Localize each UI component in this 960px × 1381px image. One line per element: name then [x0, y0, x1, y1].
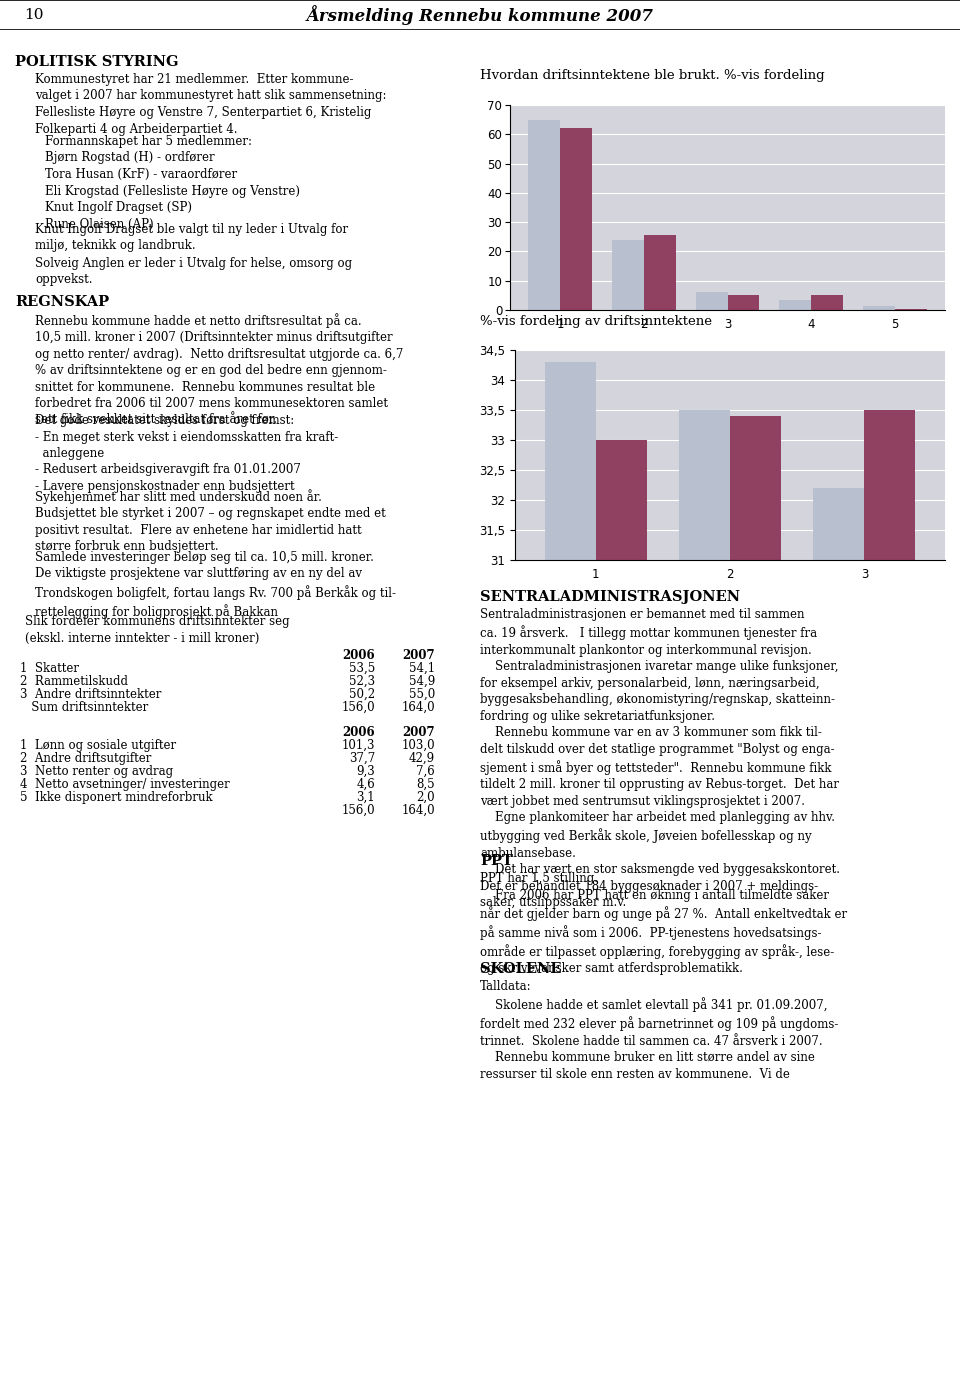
Text: Det gode resultatet skyldes først og fremst:
- En meget sterk vekst i eiendomssk: Det gode resultatet skyldes først og fre…	[35, 414, 338, 493]
Text: 3  Andre driftsinntekter: 3 Andre driftsinntekter	[20, 688, 161, 702]
Bar	[595, 441, 647, 1381]
Text: 54,1: 54,1	[409, 661, 435, 675]
Text: Talldata:
    Skolene hadde et samlet elevtall på 341 pr. 01.09.2007,
fordelt me: Talldata: Skolene hadde et samlet elevta…	[480, 981, 838, 1080]
Bar	[730, 416, 781, 1381]
Text: 10: 10	[24, 8, 43, 22]
Text: 2007: 2007	[402, 726, 435, 739]
Text: SENTRALADMINISTRASJONEN: SENTRALADMINISTRASJONEN	[480, 590, 740, 603]
Text: Solveig Anglen er leder i Utvalg for helse, omsorg og
oppvekst.: Solveig Anglen er leder i Utvalg for hel…	[35, 257, 352, 286]
Bar	[644, 235, 676, 309]
Text: Årsmelding Rennebu kommune 2007: Årsmelding Rennebu kommune 2007	[306, 6, 654, 25]
Text: 2006: 2006	[343, 726, 375, 739]
Text: 52,3: 52,3	[348, 675, 375, 688]
Text: Sykehjemmet har slitt med underskudd noen år.
Budsjettet ble styrket i 2007 – og: Sykehjemmet har slitt med underskudd noe…	[35, 489, 386, 554]
Text: Knut Ingolf Dragset ble valgt til ny leder i Utvalg for
miljø, teknikk og landbr: Knut Ingolf Dragset ble valgt til ny led…	[35, 222, 348, 253]
Text: 156,0: 156,0	[342, 804, 375, 818]
Bar	[544, 362, 595, 1381]
Text: 9,3: 9,3	[356, 765, 375, 778]
Text: Samlede investeringer beløp seg til ca. 10,5 mill. kroner.
De viktigste prosjekt: Samlede investeringer beløp seg til ca. …	[35, 551, 396, 619]
Text: 37,7: 37,7	[348, 753, 375, 765]
Text: 5  Ikke disponert mindreforbruk: 5 Ikke disponert mindreforbruk	[20, 791, 212, 804]
Bar	[561, 128, 592, 309]
Bar	[780, 300, 811, 309]
Bar	[612, 240, 644, 309]
Bar	[679, 410, 730, 1381]
Text: 2  Andre driftsutgifter: 2 Andre driftsutgifter	[20, 753, 152, 765]
Text: POLITISK STYRING: POLITISK STYRING	[15, 55, 179, 69]
Text: 3  Netto renter og avdrag: 3 Netto renter og avdrag	[20, 765, 173, 778]
Text: 53,5: 53,5	[348, 661, 375, 675]
Text: 156,0: 156,0	[342, 702, 375, 714]
Text: 2  Rammetilskudd: 2 Rammetilskudd	[20, 675, 128, 688]
Text: 42,9: 42,9	[409, 753, 435, 765]
Text: 2007: 2007	[402, 649, 435, 661]
Text: 3,1: 3,1	[356, 791, 375, 804]
Text: 50,2: 50,2	[348, 688, 375, 702]
Text: 7,6: 7,6	[417, 765, 435, 778]
Text: 2,0: 2,0	[417, 791, 435, 804]
Bar	[528, 120, 561, 309]
Text: Kommunestyret har 21 medlemmer.  Etter kommune-
valget i 2007 har kommunestyret : Kommunestyret har 21 medlemmer. Etter ko…	[35, 73, 387, 135]
Bar	[813, 487, 864, 1381]
Text: Slik fordeler kommunens driftsinntekter seg
(ekskl. interne inntekter - i mill k: Slik fordeler kommunens driftsinntekter …	[25, 615, 290, 645]
Bar	[864, 410, 916, 1381]
Text: 4  Netto avsetninger/ investeringer: 4 Netto avsetninger/ investeringer	[20, 778, 229, 791]
Bar	[696, 293, 728, 309]
Text: Sum driftsinntekter: Sum driftsinntekter	[20, 702, 148, 714]
Text: PPT har 1,5 stilling.
    Fra 2006 har PPT hatt en økning i antall tilmeldte sak: PPT har 1,5 stilling. Fra 2006 har PPT h…	[480, 871, 847, 975]
Text: 103,0: 103,0	[401, 739, 435, 753]
Bar	[811, 296, 843, 309]
Text: 164,0: 164,0	[401, 804, 435, 818]
Text: 1  Lønn og sosiale utgifter: 1 Lønn og sosiale utgifter	[20, 739, 176, 753]
Text: 164,0: 164,0	[401, 702, 435, 714]
Bar	[895, 308, 926, 309]
Text: REGNSKAP: REGNSKAP	[15, 296, 109, 309]
Text: %-vis fordeling av driftsinntektene: %-vis fordeling av driftsinntektene	[480, 315, 712, 327]
Text: 54,9: 54,9	[409, 675, 435, 688]
Text: 101,3: 101,3	[342, 739, 375, 753]
Text: PPT: PPT	[480, 853, 513, 869]
Text: Rennebu kommune hadde et netto driftsresultat på ca.
10,5 mill. kroner i 2007 (D: Rennebu kommune hadde et netto driftsres…	[35, 313, 403, 427]
Text: 55,0: 55,0	[409, 688, 435, 702]
Text: Hvordan driftsinntektene ble brukt. %-vis fordeling: Hvordan driftsinntektene ble brukt. %-vi…	[480, 69, 825, 83]
Text: 8,5: 8,5	[417, 778, 435, 791]
Text: Sentraladministrasjonen er bemannet med til sammen
ca. 19 årsverk.   I tillegg m: Sentraladministrasjonen er bemannet med …	[480, 608, 840, 909]
Bar	[728, 296, 759, 309]
Text: 1  Skatter: 1 Skatter	[20, 661, 79, 675]
Text: SKOLENE: SKOLENE	[480, 963, 562, 976]
Text: 2006: 2006	[343, 649, 375, 661]
Text: 4,6: 4,6	[356, 778, 375, 791]
Text: Formannskapet har 5 medlemmer:
Bjørn Rogstad (H) - ordfører
Tora Husan (KrF) - v: Formannskapet har 5 medlemmer: Bjørn Rog…	[45, 135, 300, 231]
Bar	[863, 305, 895, 309]
